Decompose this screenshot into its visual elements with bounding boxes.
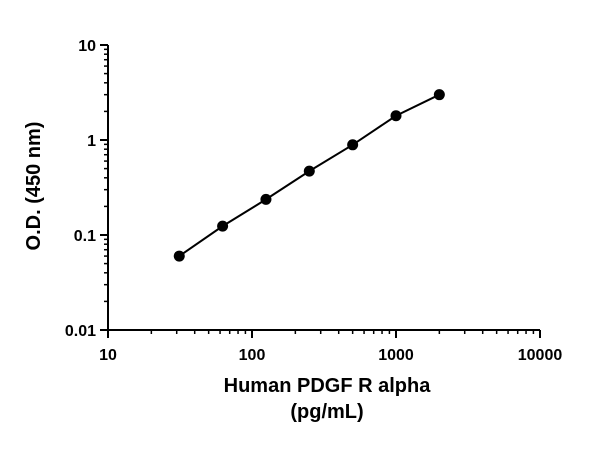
y-ticks: 0.01 0.1 1 10 <box>65 38 108 340</box>
x-tick-label: 100 <box>239 347 266 364</box>
x-axis-title-unit: (pg/mL) <box>290 401 363 423</box>
x-tick-label: 1000 <box>378 347 414 364</box>
y-tick-label: 0.01 <box>65 323 96 340</box>
y-tick-label: 10 <box>78 38 96 55</box>
data-point <box>260 193 272 205</box>
data-points <box>173 89 445 262</box>
x-axis-title: Human PDGF R alpha <box>224 375 432 397</box>
x-tick-label: 10000 <box>518 347 563 364</box>
y-tick-label: 1 <box>87 133 96 150</box>
data-point <box>433 89 445 101</box>
x-ticks: 10 100 1000 10000 <box>99 330 562 364</box>
data-point <box>303 165 315 177</box>
y-tick-label: 0.1 <box>74 228 96 245</box>
data-point <box>173 250 185 262</box>
y-axis-title: O.D. (450 nm) <box>23 122 45 251</box>
axes <box>107 45 540 331</box>
x-tick-label: 10 <box>99 347 117 364</box>
data-point <box>390 110 402 122</box>
data-point <box>347 139 359 151</box>
data-point <box>217 220 229 232</box>
